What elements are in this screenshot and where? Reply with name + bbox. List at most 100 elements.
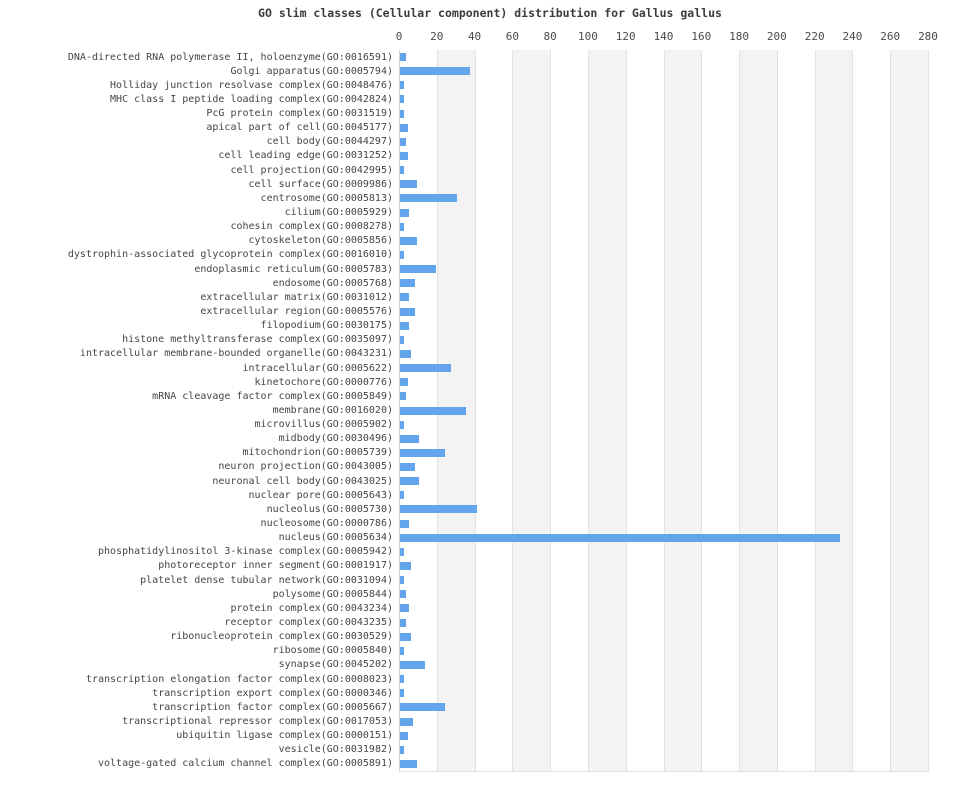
bar xyxy=(400,194,457,203)
bar xyxy=(400,180,417,189)
bar xyxy=(400,505,478,514)
category-label: mRNA cleavage factor complex(GO:0005849) xyxy=(152,390,393,402)
bar xyxy=(400,406,467,415)
bar xyxy=(400,279,416,288)
x-tick-label: 280 xyxy=(918,30,938,43)
bar xyxy=(400,420,404,429)
bar xyxy=(400,491,404,500)
category-label: microvillus(GO:0005902) xyxy=(254,419,393,431)
bar xyxy=(400,745,404,754)
bar xyxy=(400,293,410,302)
category-label: midbody(GO:0030496) xyxy=(278,433,393,445)
category-label: cilium(GO:0005929) xyxy=(284,207,393,218)
bar xyxy=(400,265,436,274)
x-tick-label: 60 xyxy=(505,30,519,43)
plot-stripe xyxy=(664,50,703,771)
x-tick-label: 180 xyxy=(729,30,749,43)
bar xyxy=(400,689,404,698)
bar xyxy=(400,477,419,486)
bar xyxy=(400,250,404,259)
category-label: apical part of cell(GO:0045177) xyxy=(206,122,393,134)
x-tick-label: 40 xyxy=(467,30,482,43)
category-label: transcriptional repressor complex(GO:001… xyxy=(122,715,393,727)
category-label: neuronal cell body(GO:0043025) xyxy=(212,475,393,487)
gridline xyxy=(890,50,892,771)
category-label: cell leading edge(GO:0031252) xyxy=(218,150,393,162)
category-label: nuclear pore(GO:0005643) xyxy=(248,489,394,501)
bar xyxy=(400,646,404,655)
bar xyxy=(400,349,412,358)
category-label: cell surface(GO:0009986) xyxy=(248,178,394,190)
x-tick-label: 200 xyxy=(766,30,787,43)
x-tick-label: 100 xyxy=(577,30,598,43)
x-tick-label: 20 xyxy=(430,30,444,43)
bar xyxy=(400,675,404,684)
bar xyxy=(400,335,404,344)
plot-stripe xyxy=(513,50,552,771)
bar xyxy=(400,364,451,373)
category-label: Holliday junction resolvase complex(GO:0… xyxy=(110,79,393,91)
category-label: ribonucleoprotein complex(GO:0030529) xyxy=(170,631,393,643)
x-tick-label: 80 xyxy=(543,30,557,43)
category-label: receptor complex(GO:0043235) xyxy=(224,616,393,628)
bar xyxy=(400,321,410,330)
category-label: nucleolus(GO:0005730) xyxy=(266,503,393,515)
bar xyxy=(400,703,446,712)
bar xyxy=(400,731,408,740)
category-label: transcription elongation factor complex(… xyxy=(85,673,393,685)
category-label: Golgi apparatus(GO:0005794) xyxy=(230,65,393,77)
bar xyxy=(400,519,410,528)
category-label: mitochondrion(GO:0005739) xyxy=(242,447,393,459)
bar xyxy=(400,222,404,231)
bar xyxy=(400,166,404,175)
gridline xyxy=(474,50,476,771)
bar xyxy=(400,632,412,641)
category-label: extracellular region(GO:0005576) xyxy=(200,305,393,317)
gridline xyxy=(625,50,627,771)
bar xyxy=(400,717,414,726)
gridline xyxy=(512,50,514,771)
category-label: endosome(GO:0005768) xyxy=(272,277,393,289)
plot-stripe xyxy=(588,50,627,771)
bar xyxy=(400,576,404,585)
bar xyxy=(400,533,841,542)
x-tick-label: 160 xyxy=(691,30,712,43)
category-label: protein complex(GO:0043234) xyxy=(230,602,393,614)
category-label: centrosome(GO:0005813) xyxy=(260,192,393,204)
gridline xyxy=(663,50,665,771)
category-label: ribosome(GO:0005840) xyxy=(272,645,393,657)
category-label: phosphatidylinositol 3-kinase complex(GO… xyxy=(97,546,393,558)
x-tick-label: 0 xyxy=(395,30,403,43)
x-tick-label: 120 xyxy=(615,30,636,43)
category-label: nucleosome(GO:0000786) xyxy=(260,518,393,530)
gridline xyxy=(739,50,741,771)
plot-stripe xyxy=(740,50,778,771)
category-label: cell body(GO:0044297) xyxy=(266,136,393,148)
plot-stripe xyxy=(891,50,929,771)
category-label: polysome(GO:0005844) xyxy=(272,588,393,600)
plot-stripe xyxy=(815,50,854,771)
x-tick-label: 220 xyxy=(804,30,825,43)
x-tick-label: 140 xyxy=(653,30,674,43)
gridline xyxy=(587,50,589,771)
gridline xyxy=(814,50,816,771)
bar xyxy=(400,547,404,556)
gridline xyxy=(701,50,703,771)
bar xyxy=(400,604,410,613)
category-label: ubiquitin ligase complex(GO:0000151) xyxy=(176,730,393,742)
category-label: cytoskeleton(GO:0005856) xyxy=(248,235,394,247)
category-label: membrane(GO:0016020) xyxy=(272,404,393,416)
category-label: transcription factor complex(GO:0005667) xyxy=(152,701,393,713)
category-label: intracellular(GO:0005622) xyxy=(242,362,393,374)
category-label: neuron projection(GO:0043005) xyxy=(218,461,393,473)
category-label: transcription export complex(GO:0000346) xyxy=(152,687,393,699)
bar xyxy=(400,448,446,457)
category-label: DNA-directed RNA polymerase II, holoenzy… xyxy=(67,51,393,63)
category-label: dystrophin-associated glycoprotein compl… xyxy=(67,249,393,261)
chart-title: GO slim classes (Cellular component) dis… xyxy=(258,6,722,20)
bar xyxy=(400,378,408,387)
bar xyxy=(400,307,416,316)
category-label: extracellular matrix(GO:0031012) xyxy=(200,291,393,303)
bar xyxy=(400,463,416,472)
category-label: kinetochore(GO:0000776) xyxy=(254,376,393,388)
